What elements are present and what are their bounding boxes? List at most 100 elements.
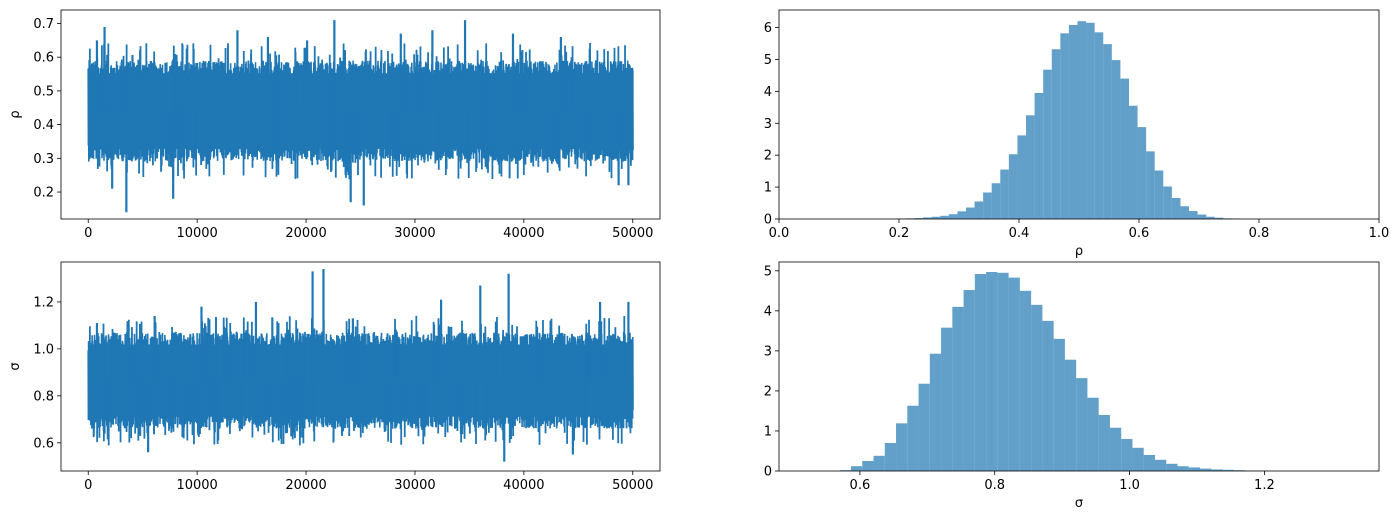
trace-rho-ytick-label: 0.5: [33, 84, 54, 99]
hist-sigma-bar: [1031, 304, 1043, 471]
hist-rho-bar: [974, 201, 984, 219]
hist-rho-bar: [1197, 214, 1207, 219]
hist-sigma-ytick-label: 2: [764, 384, 772, 399]
hist-rho-bar: [1214, 217, 1224, 219]
hist-rho-frame: [778, 9, 1380, 220]
hist-rho-bar: [1017, 135, 1027, 219]
hist-rho-xtick-label: 0.8: [1249, 226, 1270, 241]
hist-sigma-bar: [929, 353, 942, 471]
hist-sigma-bar: [941, 327, 953, 471]
hist-rho-bar: [1154, 170, 1164, 219]
hist-sigma-bar: [851, 466, 863, 471]
hist-rho-bar: [957, 211, 966, 219]
hist-sigma-frame: [778, 261, 1380, 472]
trace-sigma-ylabel: σ: [8, 362, 23, 370]
hist-sigma-bar: [1053, 338, 1065, 471]
hist-sigma-bar: [1166, 463, 1178, 471]
trace-rho-xtick-label: 40000: [503, 226, 544, 241]
hist-sigma-bar: [1211, 469, 1223, 471]
hist-sigma-bar: [1098, 414, 1110, 471]
trace-sigma-plot-area: [87, 269, 634, 462]
hist-rho-bar: [914, 218, 924, 219]
trace-sigma-xtick-label: 30000: [394, 478, 435, 493]
hist-sigma-bar: [1188, 467, 1201, 471]
trace-rho-ytick-label: 0.2: [33, 186, 54, 201]
hist-rho-bar: [965, 207, 975, 219]
hist-sigma-bar: [1233, 470, 1246, 471]
hist-rho-bar: [1000, 169, 1009, 219]
trace-sigma-xtick-label: 20000: [285, 478, 326, 493]
hist-rho-bar: [948, 214, 958, 219]
hist-rho-ytick-label: 6: [764, 21, 772, 36]
hist-rho-bar: [1189, 211, 1198, 219]
hist-sigma-bar: [997, 272, 1009, 471]
hist-sigma-ytick-label: 1: [764, 424, 772, 439]
hist-sigma-bar: [1008, 277, 1020, 471]
hist-sigma-bar: [907, 405, 919, 471]
hist-sigma-bar: [862, 460, 874, 471]
hist-rho-bar: [940, 215, 949, 219]
hist-rho-bar: [1094, 32, 1104, 219]
hist-rho-xtick-label: 1.0: [1369, 226, 1390, 241]
hist-sigma-bar: [884, 442, 897, 471]
hist-sigma-xtick-label: 0.6: [850, 478, 871, 493]
hist-rho-bar: [1086, 22, 1095, 219]
hist-rho-bar: [923, 217, 932, 219]
trace-sigma-ytick-label: 0.8: [33, 389, 54, 404]
hist-sigma-axes: 0.6 0.8 1.0 1.2 0 1 2 3 4 5 σ: [764, 261, 1380, 511]
hist-sigma-bar: [1109, 427, 1122, 471]
trace-rho-ytick-label: 0.3: [33, 152, 54, 167]
trace-sigma-xtick-label: 40000: [503, 478, 544, 493]
hist-rho-xtick-label: 0.6: [1129, 226, 1150, 241]
hist-rho-bar: [1051, 49, 1061, 219]
hist-rho-bar: [1163, 186, 1172, 219]
trace-rho-xtick-label: 10000: [176, 226, 217, 241]
hist-rho-ytick-label: 1: [764, 181, 772, 196]
hist-sigma-xlabel: σ: [1075, 496, 1083, 511]
hist-rho-bar: [1120, 78, 1129, 219]
hist-rho-bar: [1171, 197, 1181, 219]
hist-rho-bar: [1068, 24, 1078, 219]
trace-sigma-frame: [60, 261, 661, 472]
hist-rho-xtick-label: 0.0: [769, 226, 790, 241]
hist-rho-bar: [983, 192, 992, 219]
hist-rho-xlabel: ρ: [1075, 244, 1083, 259]
hist-rho-ytick-label: 3: [764, 117, 772, 132]
hist-sigma-bar: [1222, 469, 1234, 471]
trace-sigma-ytick-label: 0.6: [33, 436, 54, 451]
trace-rho-dense-band: [88, 73, 633, 150]
hist-rho-bar: [1180, 206, 1190, 219]
trace-rho-ytick-label: 0.7: [33, 17, 54, 32]
hist-sigma-bar: [918, 383, 930, 471]
trace-rho-ytick-label: 0.6: [33, 51, 54, 66]
trace-rho-xtick-label: 30000: [394, 226, 435, 241]
hist-sigma-ytick-label: 3: [764, 344, 772, 359]
hist-rho-xtick-label: 0.4: [1009, 226, 1030, 241]
trace-rho-plot-area: [87, 20, 634, 213]
hist-sigma-bar: [839, 470, 851, 471]
hist-rho-bar: [1043, 69, 1052, 219]
hist-sigma-xtick-label: 1.0: [1119, 478, 1140, 493]
hist-rho-ytick-label: 5: [764, 53, 772, 68]
trace-rho-ylabel: ρ: [8, 110, 23, 118]
hist-sigma-bar: [1019, 290, 1032, 471]
hist-sigma-bar: [986, 272, 998, 471]
trace-sigma-ytick-label: 1.2: [33, 295, 54, 310]
trace-sigma-xtick-label: 10000: [176, 478, 217, 493]
hist-sigma-xtick-label: 0.8: [984, 478, 1005, 493]
hist-rho-bar: [1060, 33, 1069, 219]
hist-sigma-bar: [974, 274, 987, 471]
hist-rho-bar: [1026, 115, 1035, 219]
hist-rho-bar: [931, 216, 941, 219]
hist-rho-bar: [1137, 127, 1147, 219]
trace-rho-xtick-label: 50000: [612, 226, 653, 241]
hist-sigma-ytick-label: 4: [764, 304, 772, 319]
trace-sigma-axes: 0 10000 20000 30000 40000 50000 0.6 0.8 1.0 1.2 σ: [8, 261, 661, 493]
hist-rho-ytick-label: 0: [764, 213, 772, 228]
hist-sigma-ytick-label: 5: [764, 264, 772, 279]
hist-sigma-xtick-label: 1.2: [1254, 478, 1275, 493]
hist-sigma-bar: [1121, 438, 1133, 471]
hist-sigma-bar: [1200, 468, 1212, 471]
hist-rho-ytick-label: 2: [764, 149, 772, 164]
hist-rho-bar: [1034, 92, 1044, 219]
